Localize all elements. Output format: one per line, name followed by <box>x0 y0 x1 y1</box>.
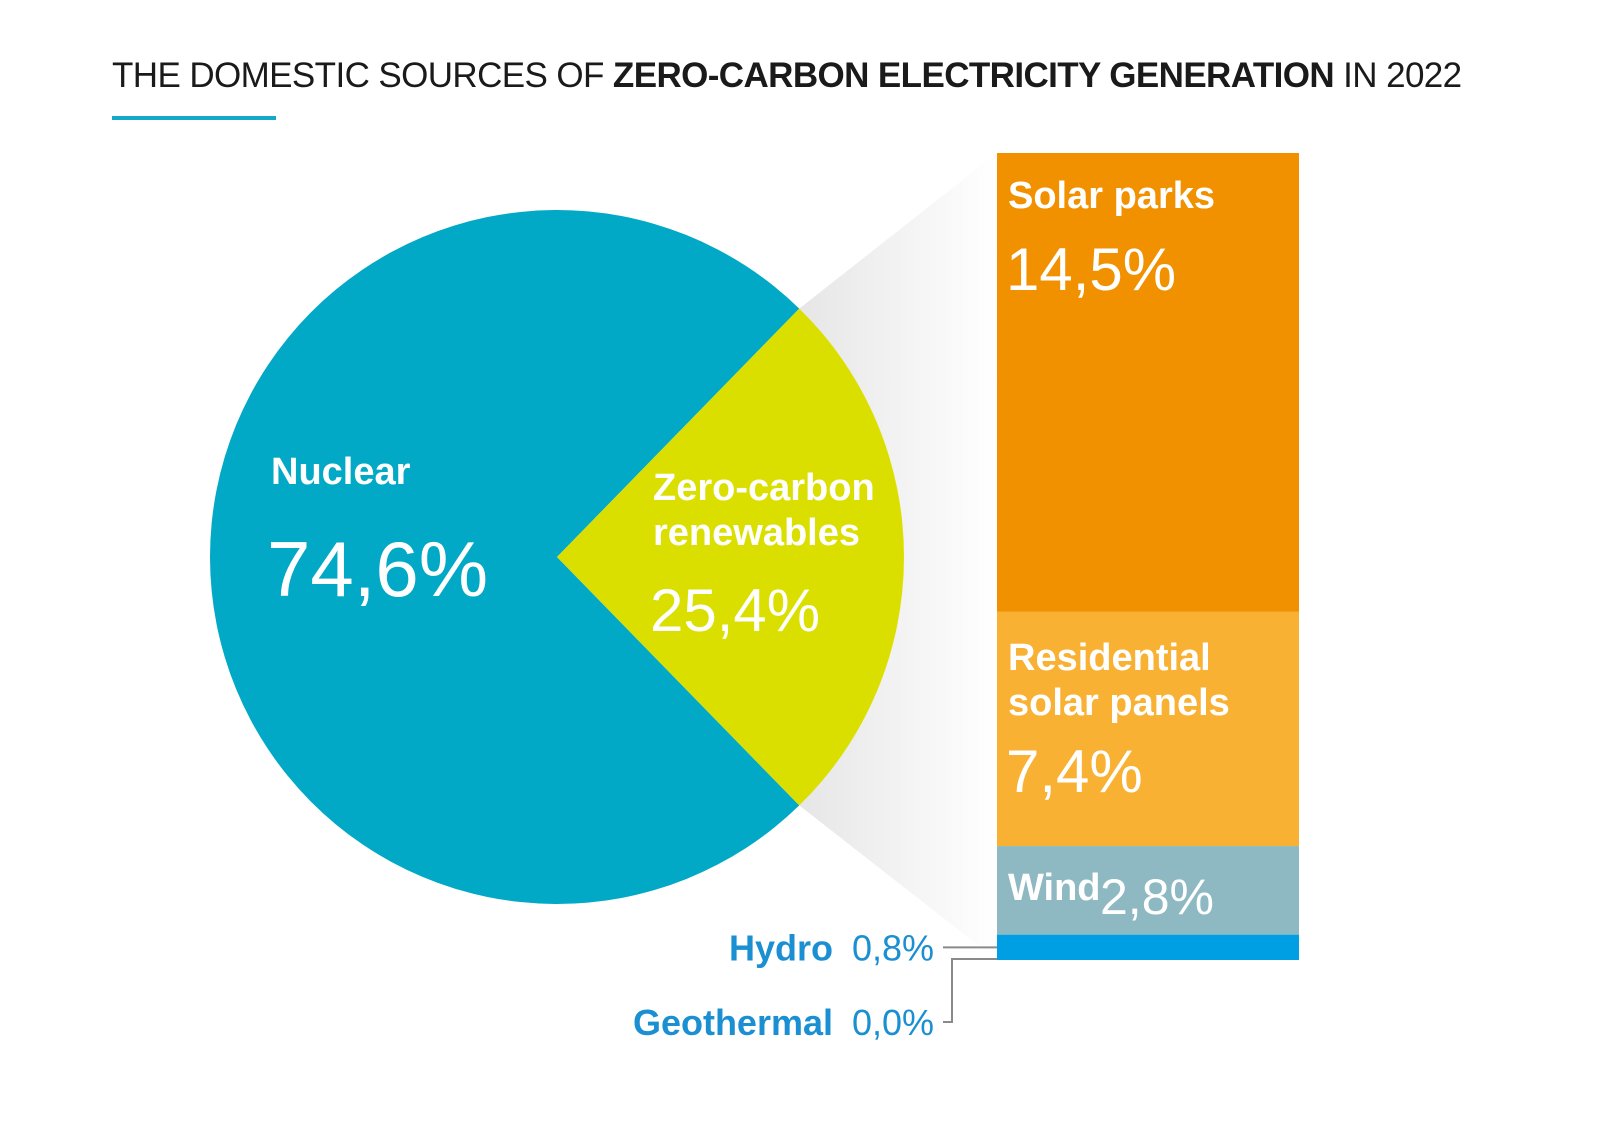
chart-title-suffix: IN 2022 <box>1334 56 1462 95</box>
bar-label-hydro-value: 0,8% <box>852 927 934 968</box>
bar-label-geothermal-value: 0,0% <box>852 1002 934 1043</box>
chart-title-prefix: THE DOMESTIC SOURCES OF <box>112 56 613 95</box>
bar-segment-2 <box>997 846 1299 935</box>
bar-segment-1 <box>997 611 1299 847</box>
chart-title-bold: ZERO-CARBON ELECTRICITY GENERATION <box>612 56 1335 95</box>
bar-label-wind-value: 2,8% <box>1100 869 1214 925</box>
pie-label-nuclear-value: 74,6% <box>267 525 488 613</box>
bar-segment-3 <box>997 934 1299 960</box>
pie-slice-nuclear <box>210 209 800 905</box>
pie-label-renewables-name-1: Zero-carbon <box>653 467 875 509</box>
bar-label-residential-name-1: Residential <box>1008 637 1211 679</box>
leader-line-geothermal <box>943 958 997 1023</box>
bar-label-residential-name-2: solar panels <box>1008 682 1230 724</box>
bar-label-solar-parks-name: Solar parks <box>1008 175 1215 217</box>
pie-label-renewables-value: 25,4% <box>650 577 820 644</box>
pie-label-renewables-name-2: renewables <box>653 512 860 554</box>
bar-label-wind-name: Wind <box>1008 867 1101 909</box>
pie-slice-renewables <box>557 308 905 806</box>
title-underline <box>112 116 276 120</box>
pie-label-nuclear-name: Nuclear <box>271 451 411 493</box>
chart-title: THE DOMESTIC SOURCES OF ZERO-CARBON ELEC… <box>112 56 1462 96</box>
bar-label-geothermal-name: Geothermal <box>633 1002 833 1043</box>
bar-label-residential-value: 7,4% <box>1006 738 1143 805</box>
bar-label-hydro-name: Hydro <box>729 927 833 968</box>
bar-segment-0 <box>997 153 1299 612</box>
bar-label-solar-parks-value: 14,5% <box>1006 236 1176 303</box>
